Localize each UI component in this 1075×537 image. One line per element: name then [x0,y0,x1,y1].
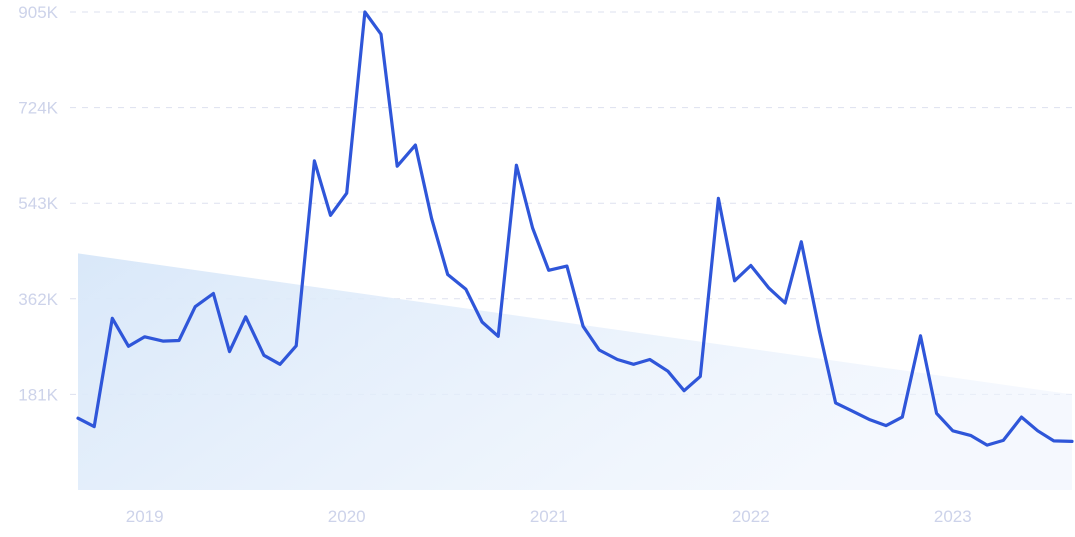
series-line-group [76,10,1074,447]
series-line [76,10,1074,447]
x-tick-label: 2022 [732,507,770,526]
x-tick-label: 2020 [328,507,366,526]
x-axis-ticks: 2019 2020 2021 2022 2023 [126,507,972,526]
x-tick-label: 2023 [934,507,972,526]
y-tick-label: 543K [18,194,58,213]
trend-area [78,253,1072,490]
y-tick-label: 362K [18,290,58,309]
y-tick-label: 181K [18,385,58,404]
x-tick-label: 2019 [126,507,164,526]
y-axis-ticks: 905K 724K 543K 362K 181K [18,3,58,404]
x-tick-label: 2021 [530,507,568,526]
trend-area-shape [78,253,1072,490]
y-tick-label: 724K [18,99,58,118]
y-tick-label: 905K [18,3,58,22]
